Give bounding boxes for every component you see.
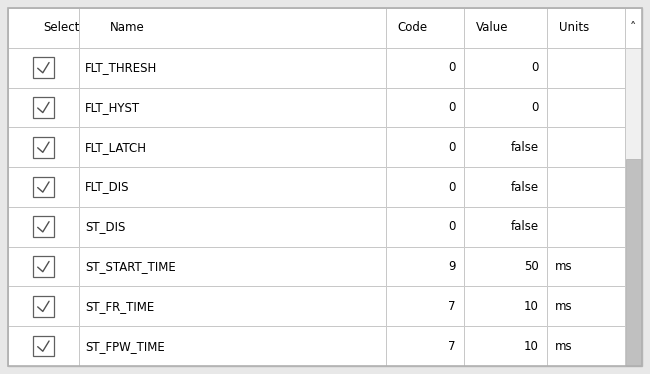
Bar	[463, 48, 547, 88]
Text: ms: ms	[555, 300, 573, 313]
Text: ST_FR_TIME: ST_FR_TIME	[84, 300, 154, 313]
Bar	[79, 88, 385, 127]
Bar	[547, 88, 625, 127]
Bar	[33, 57, 54, 78]
Bar	[33, 296, 54, 317]
Bar	[385, 247, 463, 286]
Bar	[385, 286, 463, 326]
Text: Select: Select	[44, 21, 80, 34]
Bar	[79, 8, 385, 48]
Bar	[547, 127, 625, 167]
Bar	[8, 8, 79, 48]
Bar	[385, 48, 463, 88]
Bar	[33, 217, 54, 237]
Text: 7: 7	[448, 340, 456, 353]
Bar	[547, 48, 625, 88]
Bar	[79, 48, 385, 88]
Text: Units: Units	[558, 21, 589, 34]
Bar	[79, 286, 385, 326]
Text: ˄: ˄	[630, 21, 636, 34]
Text: ST_DIS: ST_DIS	[84, 220, 125, 233]
Bar	[33, 256, 54, 277]
Text: false: false	[511, 181, 539, 193]
Bar	[625, 8, 642, 366]
Bar	[463, 167, 547, 207]
Text: 0: 0	[532, 61, 539, 74]
Bar	[385, 127, 463, 167]
Bar	[547, 326, 625, 366]
Bar	[547, 286, 625, 326]
Bar	[79, 207, 385, 247]
Bar	[8, 167, 79, 207]
Bar	[385, 207, 463, 247]
Bar	[547, 167, 625, 207]
Bar	[79, 326, 385, 366]
Bar	[463, 8, 547, 48]
Text: 0: 0	[448, 220, 456, 233]
Bar	[547, 8, 625, 48]
Text: ST_START_TIME: ST_START_TIME	[84, 260, 176, 273]
Bar	[626, 159, 641, 366]
Text: ST_FPW_TIME: ST_FPW_TIME	[84, 340, 164, 353]
Bar	[33, 137, 54, 157]
Bar	[385, 167, 463, 207]
Text: 9: 9	[448, 260, 456, 273]
Bar	[385, 8, 463, 48]
Bar	[385, 326, 463, 366]
Bar	[8, 207, 79, 247]
Bar	[79, 127, 385, 167]
Bar	[463, 247, 547, 286]
Bar	[547, 207, 625, 247]
Bar	[463, 326, 547, 366]
Bar	[8, 286, 79, 326]
Bar	[8, 127, 79, 167]
Text: 7: 7	[448, 300, 456, 313]
Text: Name: Name	[109, 21, 144, 34]
Text: FLT_LATCH: FLT_LATCH	[84, 141, 147, 154]
Bar	[8, 88, 79, 127]
Text: 0: 0	[448, 61, 456, 74]
Bar	[463, 127, 547, 167]
Bar	[79, 247, 385, 286]
Bar	[8, 326, 79, 366]
Text: FLT_DIS: FLT_DIS	[84, 181, 129, 193]
Text: false: false	[511, 220, 539, 233]
Text: false: false	[511, 141, 539, 154]
Text: 0: 0	[448, 101, 456, 114]
Text: FLT_THRESH: FLT_THRESH	[84, 61, 157, 74]
Bar	[33, 97, 54, 118]
Text: ms: ms	[555, 340, 573, 353]
Text: 0: 0	[448, 141, 456, 154]
Text: 0: 0	[448, 181, 456, 193]
Text: 50: 50	[524, 260, 539, 273]
Text: Value: Value	[476, 21, 509, 34]
Text: 10: 10	[524, 340, 539, 353]
Bar	[463, 207, 547, 247]
Bar	[463, 286, 547, 326]
Bar	[8, 247, 79, 286]
Bar	[463, 88, 547, 127]
Bar	[79, 167, 385, 207]
Bar	[385, 88, 463, 127]
Text: FLT_HYST: FLT_HYST	[84, 101, 140, 114]
Bar	[8, 48, 79, 88]
Text: 0: 0	[532, 101, 539, 114]
Bar	[625, 8, 642, 48]
Text: ms: ms	[555, 260, 573, 273]
Bar	[33, 336, 54, 356]
Text: Code: Code	[397, 21, 428, 34]
Bar	[547, 247, 625, 286]
Bar	[33, 177, 54, 197]
Text: 10: 10	[524, 300, 539, 313]
